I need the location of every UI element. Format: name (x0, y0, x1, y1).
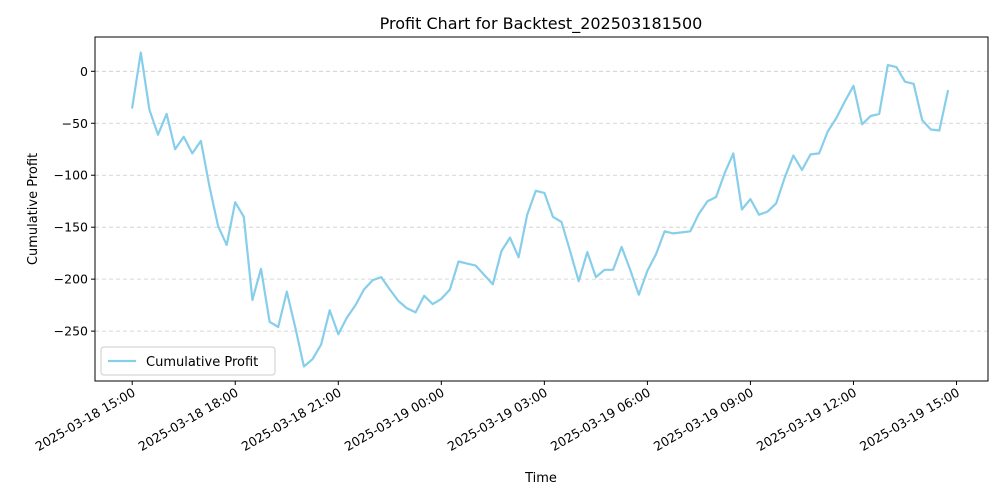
series-line-cumulative-profit (131, 51, 950, 368)
y-tick-label: −50 (62, 116, 88, 131)
y-tick-label: −100 (54, 168, 88, 183)
x-tick-label: 2025-03-19 06:00 (548, 385, 653, 454)
series-layer (131, 51, 950, 368)
x-tick-label: 2025-03-19 09:00 (651, 385, 756, 454)
chart-title: Profit Chart for Backtest_202503181500 (380, 14, 703, 34)
y-axis-ticks: 0 −50 −100 −150 −200 −250 (54, 64, 95, 339)
y-tick-label: −250 (54, 324, 88, 339)
x-tick-label: 2025-03-19 00:00 (342, 385, 447, 454)
legend-box (100, 346, 276, 376)
y-tick-label: −200 (54, 272, 88, 287)
gridlines (95, 70, 988, 332)
x-tick-label: 2025-03-19 03:00 (445, 385, 550, 454)
y-tick-label: −150 (54, 220, 88, 235)
plot-frame (94, 36, 989, 382)
x-tick-label: 2025-03-18 18:00 (136, 385, 241, 454)
x-tick-label: 2025-03-19 12:00 (754, 385, 859, 454)
legend: Cumulative Profit (100, 346, 276, 376)
legend-label: Cumulative Profit (146, 355, 258, 370)
x-axis-title: Time (524, 471, 557, 486)
y-axis-title: Cumulative Profit (26, 153, 41, 265)
x-tick-label: 2025-03-19 15:00 (857, 385, 962, 454)
x-tick-label: 2025-03-18 15:00 (33, 385, 138, 454)
y-tick-label: 0 (80, 64, 88, 79)
x-tick-label: 2025-03-18 21:00 (239, 385, 344, 454)
